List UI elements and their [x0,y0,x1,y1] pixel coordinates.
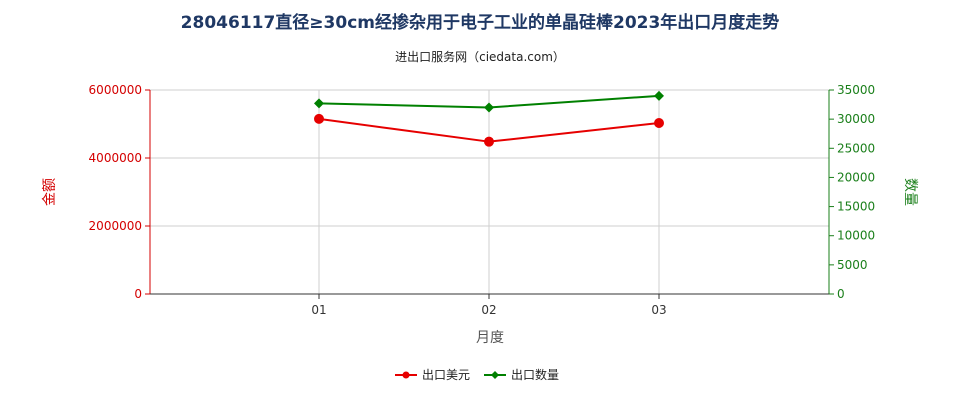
right-tick-label: 35000 [837,83,875,97]
chart-title: 28046117直径≥30cm经掺杂用于电子工业的单晶硅棒2023年出口月度走势 [181,12,780,33]
left-tick-label: 0 [134,287,142,301]
legend-marker-series-1 [491,371,499,379]
right-tick-label: 20000 [837,170,875,184]
right-tick-label: 5000 [837,258,868,272]
legend-item-series-0[interactable]: 出口美元 [395,368,470,382]
series-0-point-2[interactable] [654,117,664,128]
x-ticks: 01 02 03 [311,294,667,317]
legend-marker-series-0 [402,371,410,379]
right-y-ticks: 0 5000 10000 15000 20000 25000 30000 35000 [829,83,875,301]
legend-label-series-0: 出口美元 [422,368,470,382]
series-0-point-1[interactable] [484,136,494,147]
series-1-point-2[interactable] [654,90,664,101]
left-tick-label: 4000000 [89,151,142,165]
right-tick-label: 0 [837,287,845,301]
series-1-point-0[interactable] [314,98,324,109]
legend: 出口美元 出口数量 [395,367,559,382]
chart-subtitle: 进出口服务网（ciedata.com） [395,49,565,64]
series-0-point-0[interactable] [314,113,324,124]
left-tick-label: 6000000 [89,83,142,97]
left-y-ticks: 0 2000000 4000000 6000000 [89,83,150,301]
right-tick-label: 10000 [837,229,875,243]
legend-item-series-1[interactable]: 出口数量 [484,367,559,382]
x-tick-label: 02 [481,303,496,317]
x-tick-label: 01 [311,303,326,317]
x-axis-title: 月度 [476,330,504,346]
legend-label-series-1: 出口数量 [511,367,559,382]
right-tick-label: 15000 [837,200,875,214]
y-axis-title-right: 数量 [902,178,918,206]
grid-lines [150,89,829,294]
y-axis-title-left: 金额 [42,178,58,206]
left-tick-label: 2000000 [89,219,142,233]
right-tick-label: 25000 [837,141,875,155]
series-layer [314,90,664,147]
right-tick-label: 30000 [837,112,875,126]
series-1-point-1[interactable] [484,102,494,113]
x-tick-label: 03 [651,303,666,317]
